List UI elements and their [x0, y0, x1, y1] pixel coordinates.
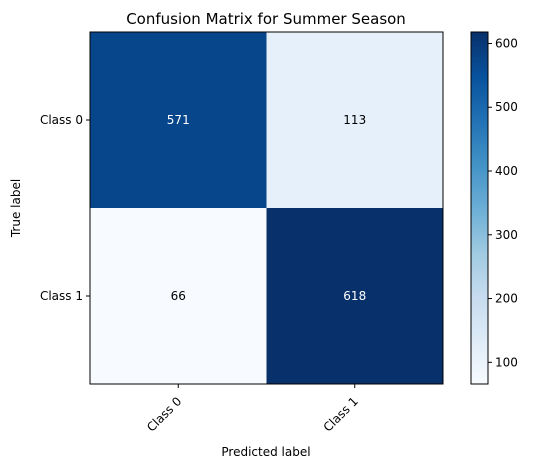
cell-value-label: 571 [167, 113, 190, 127]
x-axis-label: Predicted label [221, 445, 310, 459]
cell-value-label: 113 [343, 113, 366, 127]
colorbar-tick-label: 200 [495, 292, 518, 306]
colorbar-tick-label: 100 [495, 355, 518, 369]
colorbar-gradient [470, 31, 489, 385]
chart-title: Confusion Matrix for Summer Season [126, 10, 406, 28]
heatmap-cells: 571 113 66 618 [90, 32, 443, 384]
cell-value-label: 66 [171, 289, 186, 303]
y-axis-ticks: Class 0 Class 1 [40, 113, 90, 303]
x-tick-label: Class 0 [144, 394, 184, 434]
colorbar-tick-label: 300 [495, 228, 518, 242]
colorbar-ticks: 100 200 300 400 500 600 [488, 36, 518, 369]
x-axis-ticks: Class 0 Class 1 [144, 384, 361, 435]
cell-value-label: 618 [343, 289, 366, 303]
y-tick-label: Class 1 [40, 289, 83, 303]
heatmap-cell [90, 32, 267, 208]
x-tick-label: Class 1 [321, 394, 361, 434]
plot-frame [89, 31, 444, 385]
colorbar-tick-label: 600 [495, 36, 518, 50]
colorbar: 100 200 300 400 500 600 [470, 31, 518, 385]
colorbar-tick-label: 500 [495, 100, 518, 114]
colorbar-tick-label: 400 [495, 164, 518, 178]
heatmap-cell [266, 208, 443, 384]
y-axis-label: True label [9, 179, 23, 238]
y-tick-label: Class 0 [40, 113, 83, 127]
heatmap-cell [266, 32, 443, 208]
heatmap-cell [90, 208, 267, 384]
